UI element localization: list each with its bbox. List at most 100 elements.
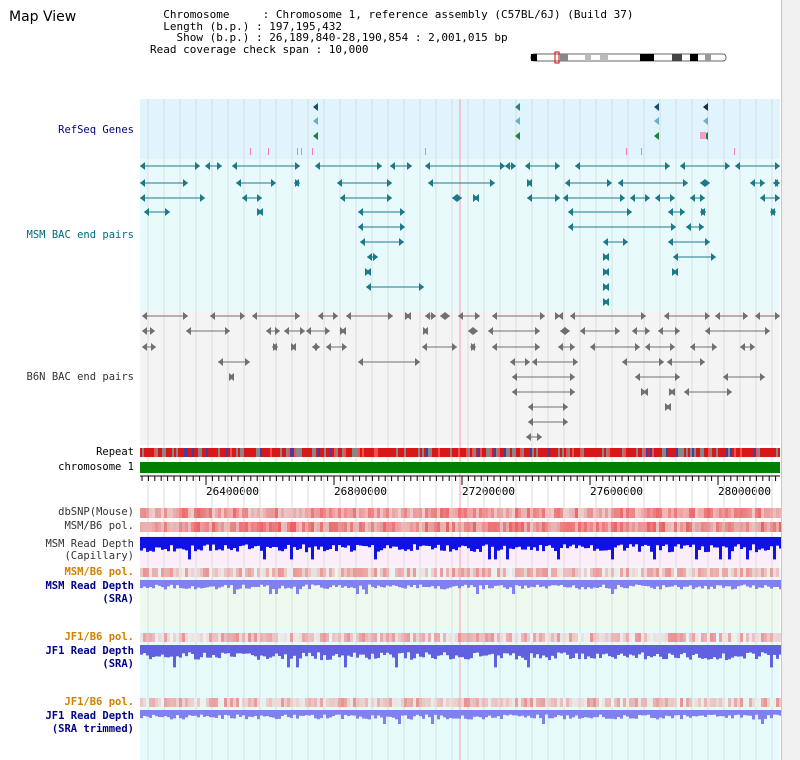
msm-depth-sra-bar (164, 580, 167, 590)
dbsnp-cell (152, 508, 155, 518)
msm-pol-cell (743, 522, 746, 532)
msm-bac-pair-right-end (645, 194, 650, 202)
repeat-segment (646, 448, 648, 457)
msm-pol-cell (551, 522, 554, 532)
dbsnp-cell (530, 508, 533, 518)
refseq-genes-label[interactable]: RefSeq Genes (58, 124, 134, 136)
jf1-depth-sra-bar (731, 645, 734, 658)
jf1-depth-trim-bar (518, 710, 521, 717)
msm-depth-cap-bar (707, 537, 710, 552)
jf1-pol-trim-cell (482, 698, 485, 707)
msm-b6-pol-label[interactable]: MSM/B6 pol. (64, 520, 134, 532)
jf1-b6-pol-label[interactable]: JF1/B6 pol. (64, 631, 134, 643)
jf1-depth-trim-label[interactable]: JF1 Read Depth (45, 710, 134, 722)
repeat-segment (662, 448, 664, 457)
dbsnp-cell (263, 508, 266, 518)
b6n-bac-pair-right-end (325, 327, 330, 335)
jf1-depth-sra-bar (674, 645, 677, 658)
repeat-segment (300, 448, 302, 457)
jf1-pol-trim-cell (413, 698, 416, 707)
msm-depth-cap-label[interactable]: MSM Read Depth (45, 538, 134, 550)
msm-pol-cell (527, 522, 530, 532)
jf1-pol-cell (653, 633, 656, 642)
msm-depth-sra-bar (167, 580, 170, 587)
msm-pol-cell (290, 522, 293, 532)
msm-pol-sra-cell (407, 568, 410, 577)
jf1-depth-trim-bar (695, 710, 698, 717)
repeat-label: Repeat (96, 446, 134, 458)
dbsnp-cell (641, 508, 644, 518)
msm-depth-cap-bar (431, 537, 434, 550)
msm-depth-sra-bar (692, 580, 695, 590)
dbsnp-label[interactable]: dbSNP(Mouse) (58, 506, 134, 518)
msm-depth-sra-bar (710, 580, 713, 587)
msm-bac-label[interactable]: MSM BAC end pairs (26, 229, 134, 241)
msm-depth-sra-bar (218, 580, 221, 588)
msm-pol-cell (740, 522, 743, 532)
msm-depth-sra-bar (368, 580, 371, 585)
msm-depth-cap-bar (440, 537, 443, 551)
info-show-range: Show (b.p.) : 26,189,840-28,190,854 : 2,… (150, 31, 508, 44)
msm-pol-cell (647, 522, 650, 532)
repeat-segment (610, 448, 612, 457)
repeat-segment (562, 448, 564, 457)
jf1-depth-trim-bar (470, 710, 473, 720)
jf1-depth-sra-bar (611, 645, 614, 658)
jf1-pol-cell (776, 633, 779, 642)
jf1-pol-cell (764, 633, 767, 642)
repeat-segment (548, 448, 550, 457)
jf1-depth-trim-bar (335, 710, 338, 715)
msm-pol-sra-cell (743, 568, 746, 577)
msm-depth-sra-bar (497, 580, 500, 586)
msm-pol-sra-cell (347, 568, 350, 577)
b6n-bac-label[interactable]: B6N BAC end pairs (26, 371, 134, 383)
jf1-pol-trim-cell (671, 698, 674, 707)
repeat-segment (338, 448, 340, 457)
b6n-bac-pair-right-end (405, 312, 410, 320)
jf1-b6-pol-2-label[interactable]: JF1/B6 pol. (64, 696, 134, 708)
jf1-depth-sra-bar (239, 645, 242, 654)
dbsnp-cell (422, 508, 425, 518)
jf1-pol-cell (215, 633, 218, 642)
jf1-pol-trim-cell (305, 698, 308, 707)
msm-depth-cap-bar (305, 537, 308, 553)
msm-depth-cap-bar (362, 537, 365, 546)
msm-depth-sra-bar (314, 580, 317, 586)
dbsnp-cell (410, 508, 413, 518)
jf1-pol-trim-cell (353, 698, 356, 707)
jf1-pol-cell (188, 633, 191, 642)
vertical-scrollbar[interactable] (781, 0, 800, 760)
msm-pol-cell (470, 522, 473, 532)
jf1-depth-trim-bar (542, 710, 545, 724)
jf1-depth-sra-bar (392, 645, 395, 658)
msm-depth-cap-bar (314, 537, 317, 547)
msm-depth-sra-bar (254, 580, 257, 588)
dbsnp-cell (356, 508, 359, 518)
jf1-depth-trim-bar (758, 710, 761, 720)
msm-pol-cell (758, 522, 761, 532)
msm-pol-sra-cell (491, 568, 494, 577)
msm-depth-sra-label[interactable]: MSM Read Depth (45, 580, 134, 592)
jf1-depth-trim-bar (215, 710, 218, 719)
jf1-pol-cell (500, 633, 503, 642)
jf1-pol-cell (593, 633, 596, 642)
dbsnp-cell (437, 508, 440, 518)
jf1-pol-trim-cell (779, 698, 782, 707)
msm-depth-sra-sublabel: (SRA) (102, 593, 134, 605)
jf1-pol-trim-cell (713, 698, 716, 707)
msm-depth-sra-bar (524, 580, 527, 586)
msm-b6-pol-sra-label[interactable]: MSM/B6 pol. (64, 566, 134, 578)
msm-depth-cap-bar (770, 537, 773, 547)
msm-pol-cell (659, 522, 662, 532)
jf1-depth-sra-label[interactable]: JF1 Read Depth (45, 645, 134, 657)
msm-pol-sra-cell (410, 568, 413, 577)
jf1-pol-trim-cell (644, 698, 647, 707)
repeat-segment (206, 448, 208, 457)
jf1-pol-trim-cell (209, 698, 212, 707)
msm-depth-sra-bar (725, 580, 728, 587)
msm-pol-cell (638, 522, 641, 532)
dbsnp-cell (491, 508, 494, 518)
jf1-depth-trim-bar (665, 710, 668, 716)
msm-pol-cell (362, 522, 365, 532)
